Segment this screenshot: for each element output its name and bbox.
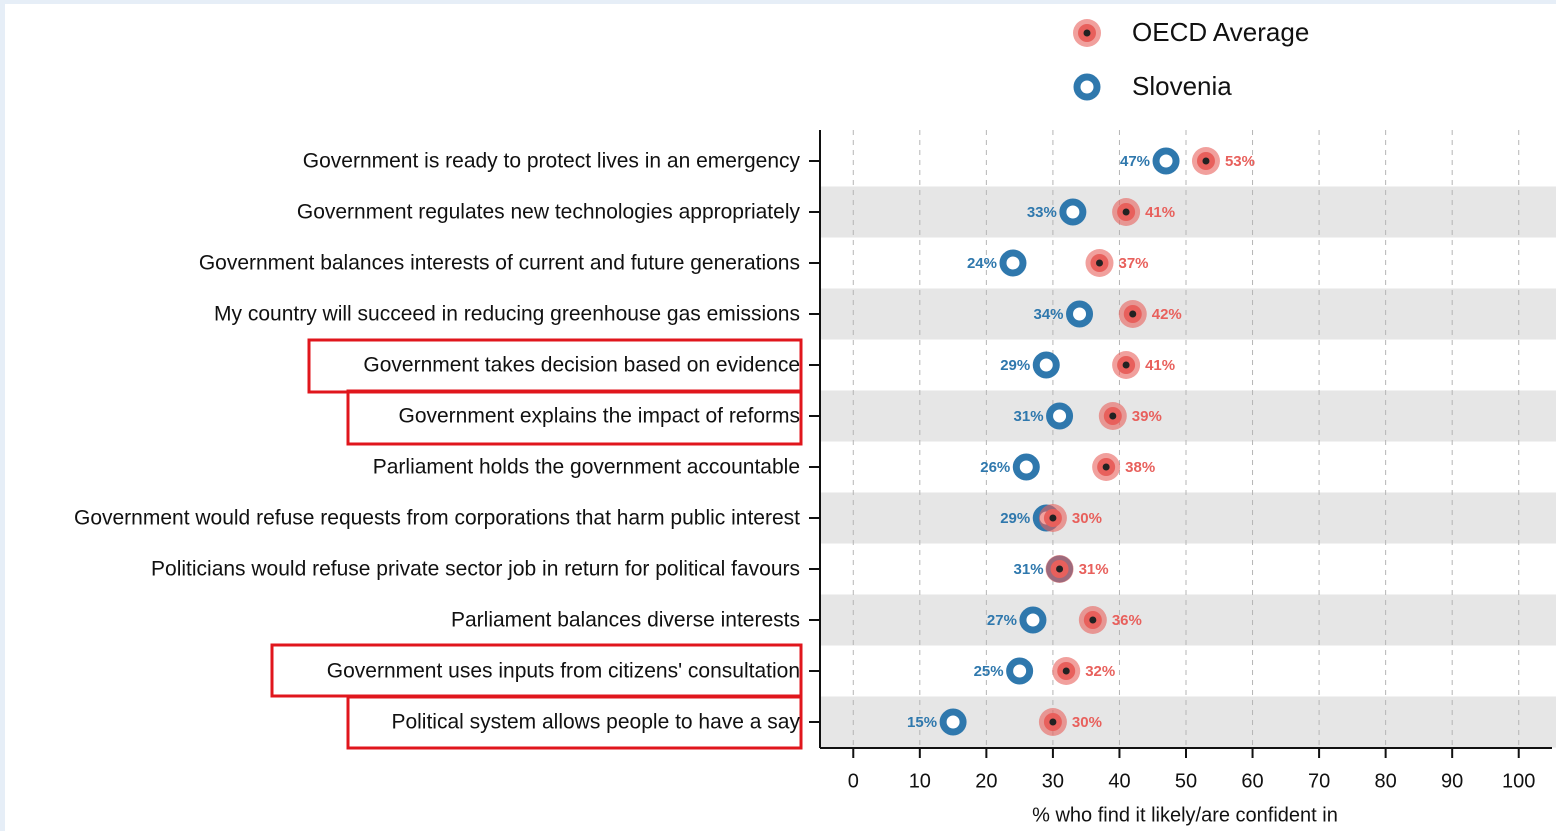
legend-label: Slovenia (1132, 71, 1232, 101)
oecd-marker-center (1056, 565, 1064, 573)
oecd-marker-center (1049, 718, 1057, 726)
slovenia-value-label: 34% (1033, 306, 1063, 323)
slovenia-value-label: 27% (987, 612, 1017, 629)
slovenia-marker (1152, 147, 1180, 175)
slovenia-marker (939, 708, 967, 736)
x-tick-label: 50 (1175, 770, 1197, 792)
x-tick-label: 70 (1308, 770, 1330, 792)
x-tick-label: 90 (1441, 770, 1463, 792)
x-tick-label: 10 (909, 770, 931, 792)
row-band (820, 186, 1556, 238)
oecd-value-label: 41% (1145, 357, 1175, 374)
highlight-box (346, 695, 803, 750)
y-tick-label: Government explains the impact of reform… (398, 405, 800, 428)
legend-label: OECD Average (1132, 17, 1309, 47)
y-tick-label: Political system allows people to have a… (391, 711, 800, 734)
row-band (820, 594, 1556, 646)
oecd-marker-center (1102, 463, 1110, 471)
row-band (820, 288, 1556, 340)
oecd-marker-center (1049, 514, 1057, 522)
slovenia-marker (1006, 657, 1034, 685)
x-tick-label: 100 (1502, 770, 1535, 792)
y-tick-label: My country will succeed in reducing gree… (214, 303, 800, 326)
row-band (820, 492, 1556, 544)
slovenia-marker (1046, 402, 1074, 430)
y-tick-label: Government is ready to protect lives in … (303, 150, 801, 173)
legend-oecd-center (1083, 29, 1091, 37)
oecd-value-label: 38% (1125, 459, 1155, 476)
oecd-marker-center (1089, 616, 1097, 624)
slovenia-value-label: 15% (907, 714, 937, 731)
oecd-value-label: 30% (1072, 714, 1102, 731)
slovenia-value-label: 31% (1014, 408, 1044, 425)
slovenia-value-label: 47% (1120, 153, 1150, 170)
oecd-marker-center (1095, 259, 1103, 267)
highlight-box (346, 389, 803, 446)
slovenia-marker (1059, 198, 1087, 226)
oecd-value-label: 41% (1145, 204, 1175, 221)
row-band (820, 390, 1556, 442)
oecd-marker-center (1109, 412, 1117, 420)
slovenia-marker (1019, 606, 1047, 634)
x-tick-label: 60 (1241, 770, 1263, 792)
slovenia-marker (1066, 300, 1094, 328)
slovenia-value-label: 31% (1014, 561, 1044, 578)
slovenia-value-label: 25% (974, 663, 1004, 680)
y-tick-label: Government regulates new technologies ap… (297, 201, 801, 224)
oecd-value-label: 39% (1132, 408, 1162, 425)
slovenia-value-label: 26% (980, 459, 1010, 476)
x-tick-label: 0 (848, 770, 859, 792)
y-tick-label: Government balances interests of current… (199, 252, 800, 275)
x-tick-label: 30 (1042, 770, 1064, 792)
slovenia-value-label: 29% (1000, 357, 1030, 374)
oecd-marker-center (1122, 361, 1130, 369)
bands (820, 186, 1556, 748)
slovenia-value-label: 29% (1000, 510, 1030, 527)
oecd-value-label: 30% (1072, 510, 1102, 527)
oecd-value-label: 31% (1079, 561, 1109, 578)
grid (809, 130, 1552, 758)
y-tick-label: Politicians would refuse private sector … (151, 558, 800, 581)
oecd-value-label: 42% (1152, 306, 1182, 323)
slovenia-marker (999, 249, 1027, 277)
oecd-marker-center (1129, 310, 1137, 318)
oecd-value-label: 36% (1112, 612, 1142, 629)
oecd-marker-center (1062, 667, 1070, 675)
frame-left (0, 0, 5, 831)
x-axis-label: % who find it likely/are confident in (1032, 804, 1338, 826)
slovenia-marker (1032, 351, 1060, 379)
slovenia-value-label: 33% (1027, 204, 1057, 221)
frame-top (0, 0, 1556, 4)
slovenia-marker (1012, 453, 1040, 481)
y-tick-label: Parliament holds the government accounta… (373, 456, 800, 479)
y-tick-label: Government takes decision based on evide… (363, 354, 800, 377)
slovenia-value-label: 24% (967, 255, 997, 272)
y-tick-label: Government would refuse requests from co… (74, 507, 800, 530)
x-tick-label: 40 (1108, 770, 1130, 792)
oecd-marker-center (1202, 157, 1210, 165)
oecd-marker-center (1122, 208, 1130, 216)
y-tick-label: Parliament balances diverse interests (451, 609, 800, 632)
legend-slovenia-marker (1073, 73, 1101, 101)
plot (939, 147, 1220, 736)
y-tick-label: Government uses inputs from citizens' co… (327, 660, 800, 683)
oecd-value-label: 37% (1118, 255, 1148, 272)
oecd-value-label: 32% (1085, 663, 1115, 680)
x-tick-label: 80 (1375, 770, 1397, 792)
x-tick-label: 20 (975, 770, 997, 792)
oecd-value-label: 53% (1225, 153, 1255, 170)
